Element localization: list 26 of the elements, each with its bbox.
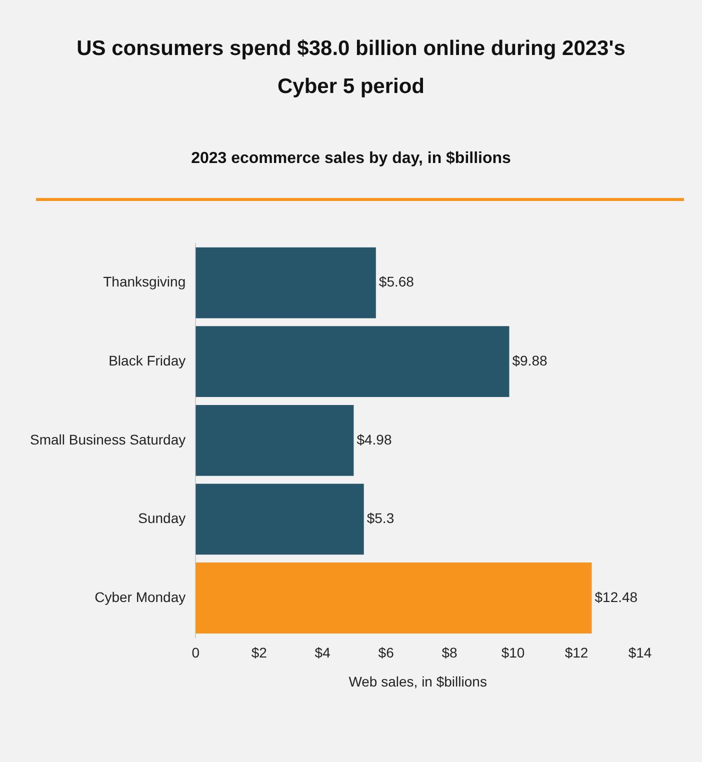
data-label: $12.48 bbox=[594, 588, 638, 605]
data-label: $9.88 bbox=[512, 352, 548, 368]
y-tick-label: Cyber Monday bbox=[94, 588, 186, 605]
x-tick-label: $6 bbox=[378, 644, 394, 661]
x-tick-label: $4 bbox=[314, 644, 331, 661]
x-tick-label: $12 bbox=[564, 644, 588, 661]
x-tick-label: 0 bbox=[192, 644, 200, 661]
chart-subtitle: 2023 ecommerce sales by day, in $billions bbox=[190, 150, 512, 168]
x-tick-label: $10 bbox=[501, 644, 525, 661]
x-tick-label: $2 bbox=[251, 644, 268, 661]
y-tick-label: Thanksgiving bbox=[103, 274, 186, 290]
x-axis-title: Web sales, in $billions bbox=[348, 673, 487, 690]
bar bbox=[196, 326, 510, 398]
data-label: $5.3 bbox=[366, 510, 394, 526]
data-label: $5.68 bbox=[378, 274, 414, 290]
bar bbox=[196, 247, 376, 318]
x-tick-label: $14 bbox=[628, 644, 652, 661]
y-tick-label: Small Business Saturday bbox=[30, 431, 186, 448]
data-label: $4.98 bbox=[356, 431, 392, 448]
bar bbox=[196, 484, 364, 555]
bar bbox=[196, 562, 592, 634]
chart-title: US consumers spend $38.0 billion online during 2023's Cyber 5 period bbox=[76, 36, 626, 100]
y-tick-label: Black Friday bbox=[108, 352, 186, 368]
x-tick-label: $8 bbox=[442, 644, 458, 661]
bar bbox=[196, 404, 354, 476]
y-tick-label: Sunday bbox=[138, 510, 186, 526]
